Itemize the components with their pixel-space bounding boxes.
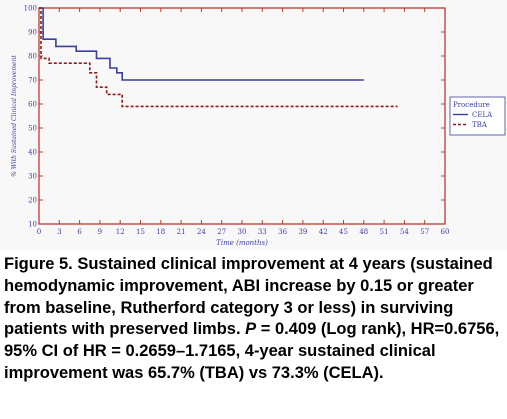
y-tick-label: 10: [28, 221, 37, 229]
y-tick-label: 30: [28, 173, 37, 181]
y-tick-label: 80: [28, 53, 37, 61]
y-tick-label: 100: [24, 5, 37, 13]
legend-box: [449, 96, 506, 136]
y-tick-label: 20: [28, 197, 37, 205]
caption-text-1: Sustained clinical improvement at 4 year…: [4, 255, 493, 339]
x-tick-label: 57: [420, 228, 429, 236]
legend-label-cela: CELA: [472, 111, 493, 119]
x-tick-label: 6: [77, 228, 82, 236]
x-tick-label: 42: [319, 228, 328, 236]
x-tick-label: 21: [177, 228, 186, 236]
x-tick-label: 45: [339, 228, 348, 236]
caption-p-symbol: P: [245, 320, 257, 339]
x-tick-label: 48: [359, 228, 368, 236]
x-tick-label: 12: [116, 228, 125, 236]
x-tick-label: 33: [258, 228, 267, 236]
chart-panel: 10 20 30 40 50 60 70 80 90 100 0 3 6 9 12 15 18 21 24 27 30 3…: [11, 4, 506, 247]
series-line-tba: [39, 7, 398, 108]
x-tick-label: 27: [217, 228, 226, 236]
figure-caption: Figure 5. Sustained clinical improvement…: [4, 254, 504, 385]
y-tick-label: 60: [28, 101, 37, 109]
y-tick-label: 70: [28, 77, 37, 85]
y-tick-label: 50: [28, 125, 37, 133]
x-tick-label: 24: [197, 228, 206, 236]
plot-frame: [38, 7, 446, 225]
legend-label-tba: TBA: [472, 121, 488, 129]
x-tick-label: 3: [57, 228, 61, 236]
x-tick-label: 18: [156, 228, 165, 236]
x-tick-label: 9: [98, 228, 102, 236]
y-axis-label: % With Sustained Clinical Improvement: [11, 55, 18, 177]
caption-label: Figure 5.: [4, 255, 73, 273]
x-tick-label: 60: [441, 228, 450, 236]
x-tick-label: 0: [37, 228, 41, 236]
x-tick-label: 15: [136, 228, 145, 236]
series-line-cela: [39, 7, 364, 81]
x-tick-label: 54: [400, 228, 409, 236]
x-tick-label: 39: [298, 228, 307, 236]
caption-text-2: = 0.409 (Log rank), HR=0.6756, 95% CI of…: [4, 320, 500, 382]
legend-title: Procedure: [453, 101, 490, 109]
x-tick-label: 36: [278, 228, 287, 236]
y-tick-label: 90: [28, 29, 37, 37]
y-tick-label: 40: [28, 149, 37, 157]
x-axis-label: Time (months): [216, 239, 268, 247]
x-tick-label: 30: [238, 228, 247, 236]
x-tick-label: 51: [380, 228, 389, 236]
